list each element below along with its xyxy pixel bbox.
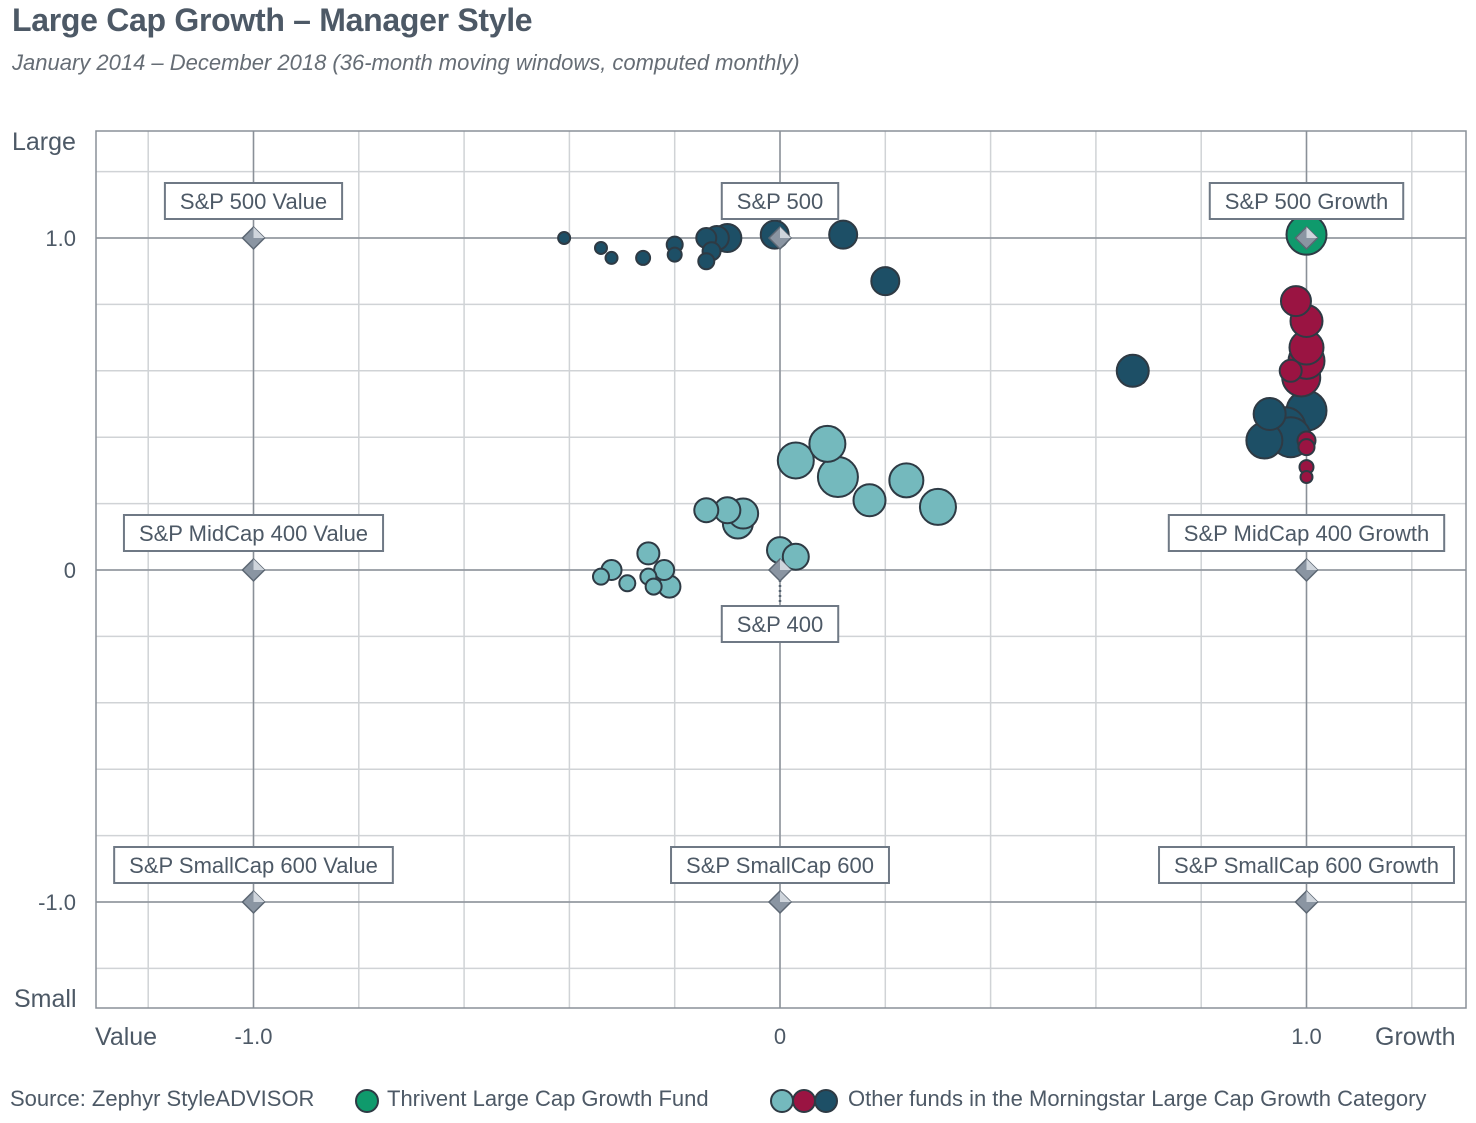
fund-point-other <box>828 219 859 250</box>
legend: Source: Zephyr StyleADVISOR Thrivent Lar… <box>10 1086 1476 1118</box>
benchmark-label-box <box>1158 846 1455 884</box>
x-tick-label: 1.0 <box>1291 1024 1322 1049</box>
fund-point-other <box>870 266 901 297</box>
benchmark-label: S&P MidCap 400 Growth <box>1184 521 1429 546</box>
benchmark-diamond-highlight <box>1306 559 1318 570</box>
legend-source: Source: Zephyr StyleADVISOR <box>10 1086 315 1111</box>
x-tick-label: -1.0 <box>235 1024 273 1049</box>
fund-point-other <box>888 462 925 499</box>
legend-others-swatch-navy <box>814 1089 838 1113</box>
fund-point-other <box>852 483 887 518</box>
benchmark-marker <box>241 225 266 251</box>
plot-frame <box>95 130 1467 1009</box>
fund-point-other <box>816 456 859 499</box>
legend-others-swatch-teal <box>770 1089 794 1113</box>
benchmark-diamond-highlight <box>780 227 791 238</box>
benchmark-label-box <box>113 846 394 884</box>
fund-point-other <box>808 424 847 463</box>
fund-point-other <box>781 542 810 571</box>
benchmark-label: S&P MidCap 400 Value <box>139 521 368 546</box>
benchmark-diamond-highlight <box>253 227 265 238</box>
legend-others-label: Other funds in the Morningstar Large Cap… <box>848 1086 1427 1111</box>
fund-point-other <box>697 252 716 271</box>
benchmark-diamond-highlight <box>1306 227 1318 238</box>
x-tick-label: 0 <box>774 1024 786 1049</box>
chart-title: Large Cap Growth – Manager Style <box>12 2 533 38</box>
axes: -1.0 0 1.0 1.0 0 -1.0 <box>38 130 1467 1049</box>
x-axis-left-label: Value <box>95 1023 158 1051</box>
y-axis-top-label: Large <box>12 128 76 156</box>
benchmark-markers: S&P 500 Value S&P 500 S&P 500 Growth S&P Mi… <box>113 182 1455 915</box>
fund-point-other <box>1278 358 1303 383</box>
benchmark-diamond-highlight <box>780 891 791 902</box>
benchmark-label-box <box>163 182 344 220</box>
benchmark-label: S&P 500 Value <box>180 189 327 214</box>
fund-point-other <box>1299 470 1314 485</box>
benchmark-marker <box>241 889 266 915</box>
benchmark-label-box <box>720 182 840 220</box>
fund-point-other <box>1115 353 1150 388</box>
fund-point-other <box>644 577 663 596</box>
benchmark-marker <box>767 889 793 915</box>
fund-point-other <box>604 250 619 265</box>
fund-point-other <box>693 497 720 524</box>
benchmark-marker <box>241 557 266 583</box>
y-tick-label: 1.0 <box>45 226 76 251</box>
chart-subtitle: January 2014 – December 2018 (36-month m… <box>12 50 800 75</box>
benchmark-diamond-highlight <box>253 891 265 902</box>
benchmark-marker <box>767 557 793 583</box>
fund-point-other <box>557 231 572 245</box>
fund-point-other <box>776 441 815 480</box>
benchmark-diamond-highlight <box>780 559 791 570</box>
x-axis-right-label: Growth <box>1375 1023 1456 1051</box>
benchmark-marker <box>1294 889 1319 915</box>
benchmark-label-box <box>122 514 385 552</box>
benchmark-diamond-highlight <box>253 559 265 570</box>
fund-point-other <box>1279 285 1312 318</box>
benchmark-label-box <box>670 846 890 884</box>
y-axis-bottom-label: Small <box>14 985 77 1013</box>
benchmark-label: S&P 500 Growth <box>1225 189 1388 214</box>
fund-point-other <box>593 240 608 255</box>
benchmark-label: S&P 400 <box>737 612 823 637</box>
fund-point-other <box>618 574 637 593</box>
legend-fund-swatch <box>355 1089 379 1113</box>
fund-point-other <box>918 487 957 526</box>
fund-point-other <box>1252 396 1287 431</box>
benchmark-label: S&P SmallCap 600 Value <box>129 853 378 878</box>
legend-fund-label: Thrivent Large Cap Growth Fund <box>387 1086 709 1111</box>
style-map-chart: -1.0 0 1.01.00-1.0 S&P 500 Value S&P 500 S&P… <box>38 130 1467 1049</box>
benchmark-label: S&P 500 <box>737 189 823 214</box>
benchmark-marker <box>1294 557 1319 583</box>
benchmark-marker <box>1294 225 1319 251</box>
benchmark-diamond-highlight <box>1306 891 1318 902</box>
benchmark-label-box <box>1167 514 1446 552</box>
fund-point-other <box>591 567 610 586</box>
fund-point-other <box>666 246 683 263</box>
y-tick-label: -1.0 <box>38 890 76 915</box>
fund-point-other <box>635 249 652 266</box>
benchmark-marker <box>767 225 793 251</box>
fund-point-other <box>1297 438 1316 457</box>
y-tick-label: 0 <box>64 558 76 583</box>
benchmark-label: S&P SmallCap 600 Growth <box>1174 853 1439 878</box>
benchmark-label-box <box>720 605 840 643</box>
benchmark-label: S&P SmallCap 600 <box>686 853 874 878</box>
fund-point-other <box>636 541 661 566</box>
benchmark-label-box <box>1208 182 1405 220</box>
legend-others-swatch-crimson <box>792 1089 816 1113</box>
